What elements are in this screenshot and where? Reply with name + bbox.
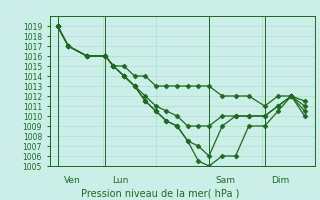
- Text: Sam: Sam: [215, 176, 236, 185]
- Text: Lun: Lun: [112, 176, 128, 185]
- Text: Pression niveau de la mer( hPa ): Pression niveau de la mer( hPa ): [81, 188, 239, 198]
- Text: Ven: Ven: [64, 176, 81, 185]
- Text: Dim: Dim: [271, 176, 289, 185]
